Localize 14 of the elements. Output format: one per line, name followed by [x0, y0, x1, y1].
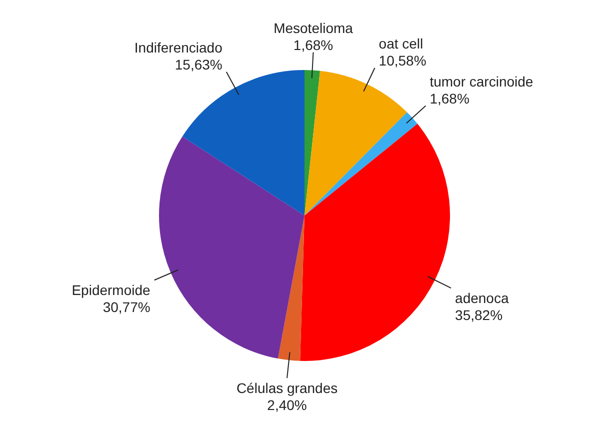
slice-label: oat cell [378, 36, 424, 52]
slice-label: Mesotelioma [274, 20, 354, 36]
slice-label: adenoca [455, 290, 509, 306]
data-label: 30,77% [102, 298, 150, 315]
slice-label: tumor carcinoide [430, 74, 534, 90]
data-label: 35,82% [455, 306, 503, 323]
data-label: 1,68% [293, 37, 334, 54]
data-label: 15,63% [174, 56, 222, 73]
slice-label: Epidermoide [72, 282, 151, 298]
slice-label: Células grandes [236, 380, 338, 396]
data-label: 10,58% [378, 52, 426, 69]
data-label: 1,68% [430, 90, 470, 107]
slice-label: Indiferenciado [134, 40, 223, 56]
data-label: 2,40% [267, 396, 307, 413]
